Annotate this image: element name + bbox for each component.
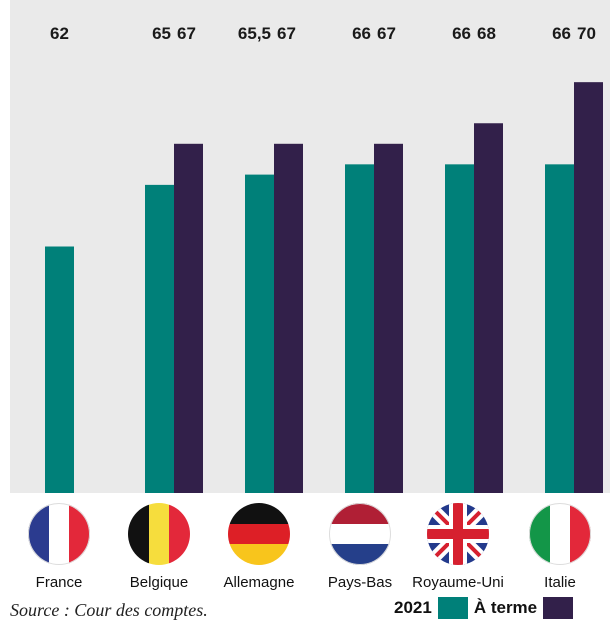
chart-plot-area: 62 65 67 65,5 67 66 67 66 68 66 70 <box>10 0 610 493</box>
bar-2021-2 <box>245 174 274 493</box>
flag-belgium-icon <box>128 503 190 565</box>
bar-a-terme-1 <box>174 143 203 493</box>
value-label-2021-4: 66 <box>452 24 471 43</box>
bar-a-terme-2 <box>274 143 303 493</box>
value-label-2021-2: 65,5 <box>238 24 271 43</box>
legend-label-a-terme: À terme <box>473 598 538 617</box>
bar-a-terme-4 <box>474 123 503 493</box>
flag-france-icon <box>28 503 90 565</box>
bar-2021-4 <box>445 164 474 493</box>
value-label-2021-3: 66 <box>352 24 371 43</box>
value-label-2021-0: 62 <box>50 24 69 43</box>
country-label-belgique: Belgique <box>129 574 189 591</box>
value-label-a-terme-2: 67 <box>277 24 296 43</box>
country-label-royaume-uni: Royaume-Uni <box>412 574 504 591</box>
bar-a-terme-3 <box>374 143 403 493</box>
value-label-2021-1: 65 <box>152 24 171 43</box>
legend: 2021 À terme <box>394 597 579 619</box>
value-label-a-terme-5: 70 <box>577 24 596 43</box>
flag-germany-icon <box>228 503 290 565</box>
flag-uk-icon <box>427 503 489 565</box>
flag-netherlands-icon <box>329 503 391 565</box>
legend-label-2021: 2021 <box>394 598 432 617</box>
value-label-a-terme-4: 68 <box>477 24 496 43</box>
country-label-france: France <box>35 574 83 591</box>
bar-2021-5 <box>545 164 574 493</box>
bar-a-terme-5 <box>574 82 603 493</box>
bar-2021-0 <box>45 246 74 493</box>
country-label-allemagne: Allemagne <box>223 574 295 591</box>
bar-2021-1 <box>145 184 174 493</box>
legend-swatch-a-terme <box>543 597 574 619</box>
flag-italy-icon <box>529 503 591 565</box>
bar-2021-3 <box>345 164 374 493</box>
value-label-a-terme-1: 67 <box>177 24 196 43</box>
country-label-pays-bas: Pays-Bas <box>327 574 393 591</box>
country-label-italie: Italie <box>544 574 576 591</box>
bar-chart: 62 65 67 65,5 67 66 67 66 68 66 70 <box>45 24 603 493</box>
value-label-a-terme-3: 67 <box>377 24 396 43</box>
source-note: Source : Cour des comptes. <box>10 600 208 620</box>
legend-swatch-2021 <box>437 597 468 619</box>
value-label-2021-5: 66 <box>552 24 571 43</box>
